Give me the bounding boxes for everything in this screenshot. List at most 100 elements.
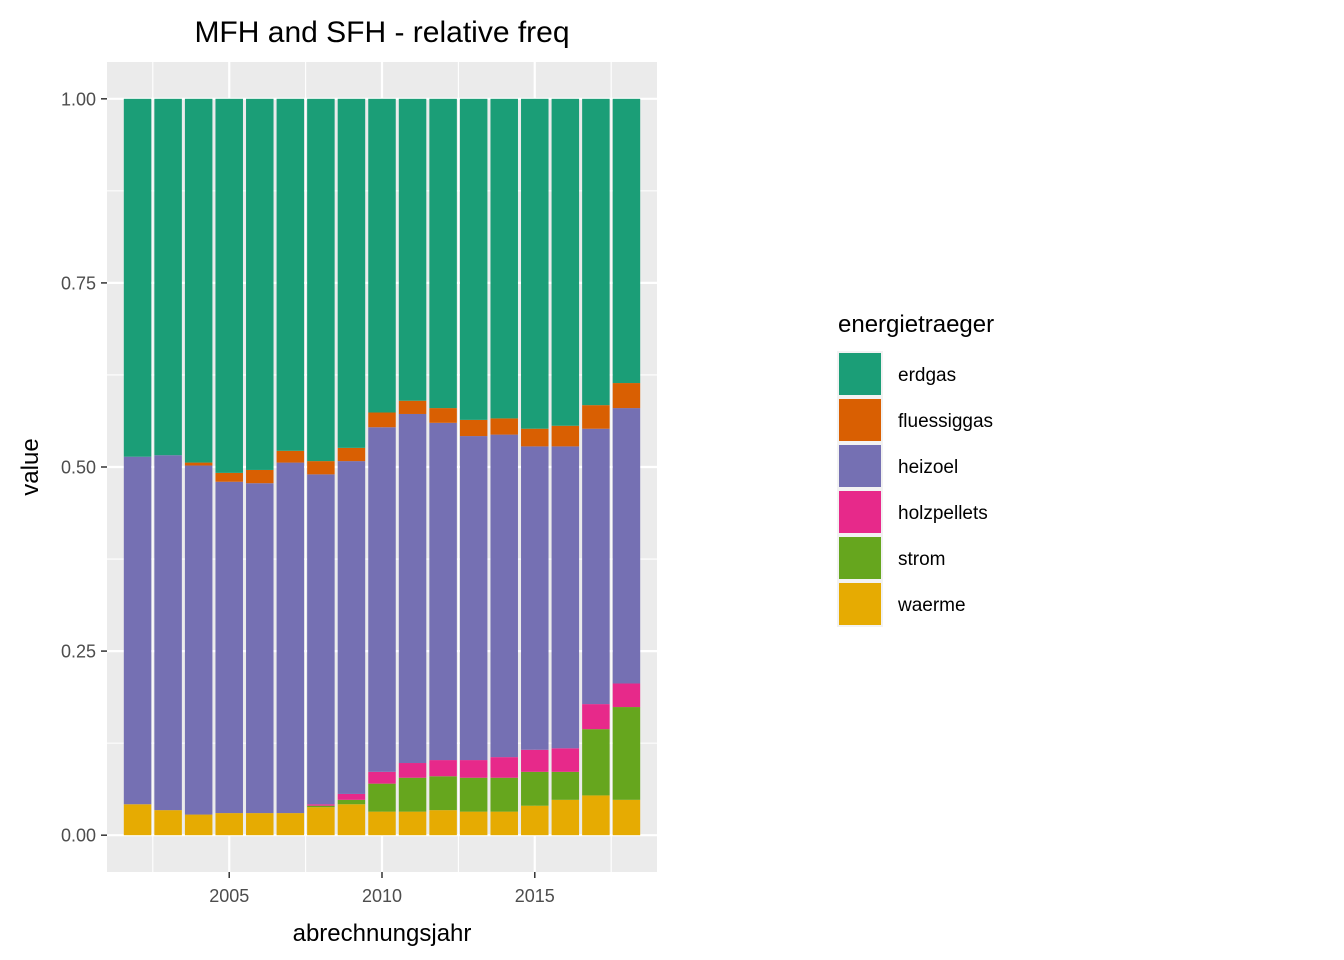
y-axis-title: value [17,438,44,495]
bar-waerme-2007 [276,813,305,836]
bar-erdgas-2015 [521,98,549,429]
bar-erdgas-2003 [154,98,182,456]
bar-holzpellets-2010 [368,771,396,784]
bar-fluessiggas-2012 [429,408,457,423]
bar-holzpellets-2016 [551,748,580,772]
bar-erdgas-2018 [612,98,641,384]
legend-label-waerme: waerme [897,595,966,616]
y-tick-label: 0.25 [61,642,96,662]
bar-heizoel-2002 [123,456,152,805]
bar-erdgas-2002 [123,98,152,457]
legend-swatch-fluessiggas [839,399,881,441]
bar-erdgas-2004 [184,98,213,463]
bar-strom-2009 [337,799,366,805]
bar-fluessiggas-2016 [551,425,580,447]
bar-strom-2010 [368,783,396,812]
bar-heizoel-2008 [307,474,335,805]
legend-title: energietraeger [838,311,994,338]
bar-strom-2011 [398,777,427,812]
bar-heizoel-2003 [154,455,182,811]
y-axis: 0.00 0.25 0.50 0.75 1.00 [61,89,107,846]
y-tick-label: 0.75 [61,273,96,293]
bar-waerme-2013 [459,811,488,836]
bar-heizoel-2015 [521,446,549,750]
bar-erdgas-2011 [398,98,427,401]
bar-holzpellets-2018 [612,683,641,708]
bar-erdgas-2006 [246,98,274,470]
bar-holzpellets-2017 [582,704,610,730]
bar-fluessiggas-2014 [490,418,518,435]
bar-heizoel-2011 [398,413,427,764]
bar-fluessiggas-2018 [612,383,641,409]
bars [123,98,641,836]
legend-swatch-erdgas [839,353,881,395]
y-tick-label: 1.00 [61,89,96,109]
bar-waerme-2003 [154,810,182,836]
legend-swatch-heizoel [839,445,881,487]
bar-holzpellets-2013 [459,760,488,778]
bar-holzpellets-2008 [307,804,335,806]
bar-erdgas-2013 [459,98,488,420]
legend-swatch-waerme [839,583,881,625]
bar-waerme-2009 [337,804,366,836]
bar-erdgas-2012 [429,98,457,409]
legend-label-strom: strom [898,549,946,570]
bar-fluessiggas-2008 [307,461,335,475]
bar-strom-2016 [551,771,580,800]
legend-items: erdgas fluessiggas heizoel holzpellets strom… [837,351,993,627]
bar-fluessiggas-2006 [246,469,274,484]
bar-heizoel-2012 [429,422,457,761]
legend-label-erdgas: erdgas [898,365,956,386]
bar-waerme-2018 [612,799,641,836]
bar-fluessiggas-2011 [398,400,427,414]
x-tick-label: 2010 [362,886,402,906]
bar-holzpellets-2012 [429,760,457,777]
bar-strom-2012 [429,776,457,811]
bar-strom-2014 [490,777,518,812]
bar-holzpellets-2009 [337,793,366,800]
legend-label-fluessiggas: fluessiggas [898,411,993,432]
bar-fluessiggas-2013 [459,419,488,437]
bar-strom-2008 [307,805,335,808]
x-tick-label: 2005 [209,886,249,906]
x-axis-title: abrechnungsjahr [293,920,472,947]
bar-fluessiggas-2009 [337,447,366,462]
bar-erdgas-2005 [215,98,243,473]
bar-waerme-2008 [307,807,335,836]
y-tick-label: 0.50 [61,458,96,478]
bar-fluessiggas-2010 [368,412,396,428]
bar-erdgas-2017 [582,98,610,406]
bar-heizoel-2016 [551,446,580,749]
bar-waerme-2015 [521,805,549,836]
bar-waerme-2016 [551,799,580,836]
bar-fluessiggas-2007 [276,450,305,463]
legend-label-heizoel: heizoel [898,457,958,478]
bar-fluessiggas-2005 [215,472,243,482]
legend: energietraeger erdgas fluessiggas heizoel h… [837,311,994,627]
bar-heizoel-2007 [276,462,305,814]
bar-waerme-2006 [246,813,274,836]
bar-erdgas-2016 [551,98,580,426]
x-tick-label: 2015 [515,886,555,906]
x-axis: 2005 2010 2015 [209,872,555,906]
y-tick-label: 0.00 [61,826,96,846]
bar-heizoel-2005 [215,481,243,814]
bar-heizoel-2004 [184,465,213,815]
bar-waerme-2017 [582,795,610,836]
bar-erdgas-2007 [276,98,305,451]
bar-waerme-2004 [184,814,213,836]
bar-fluessiggas-2017 [582,405,610,429]
bar-waerme-2014 [490,811,518,836]
bar-heizoel-2018 [612,408,641,684]
bar-heizoel-2013 [459,436,488,761]
bar-waerme-2011 [398,811,427,836]
bar-strom-2018 [612,707,641,800]
bar-waerme-2012 [429,810,457,836]
legend-swatch-holzpellets [839,491,881,533]
bar-heizoel-2009 [337,461,366,794]
bar-erdgas-2014 [490,98,518,419]
bar-strom-2013 [459,777,488,812]
bar-heizoel-2017 [582,428,610,705]
bar-holzpellets-2014 [490,757,518,778]
bar-strom-2017 [582,729,610,796]
